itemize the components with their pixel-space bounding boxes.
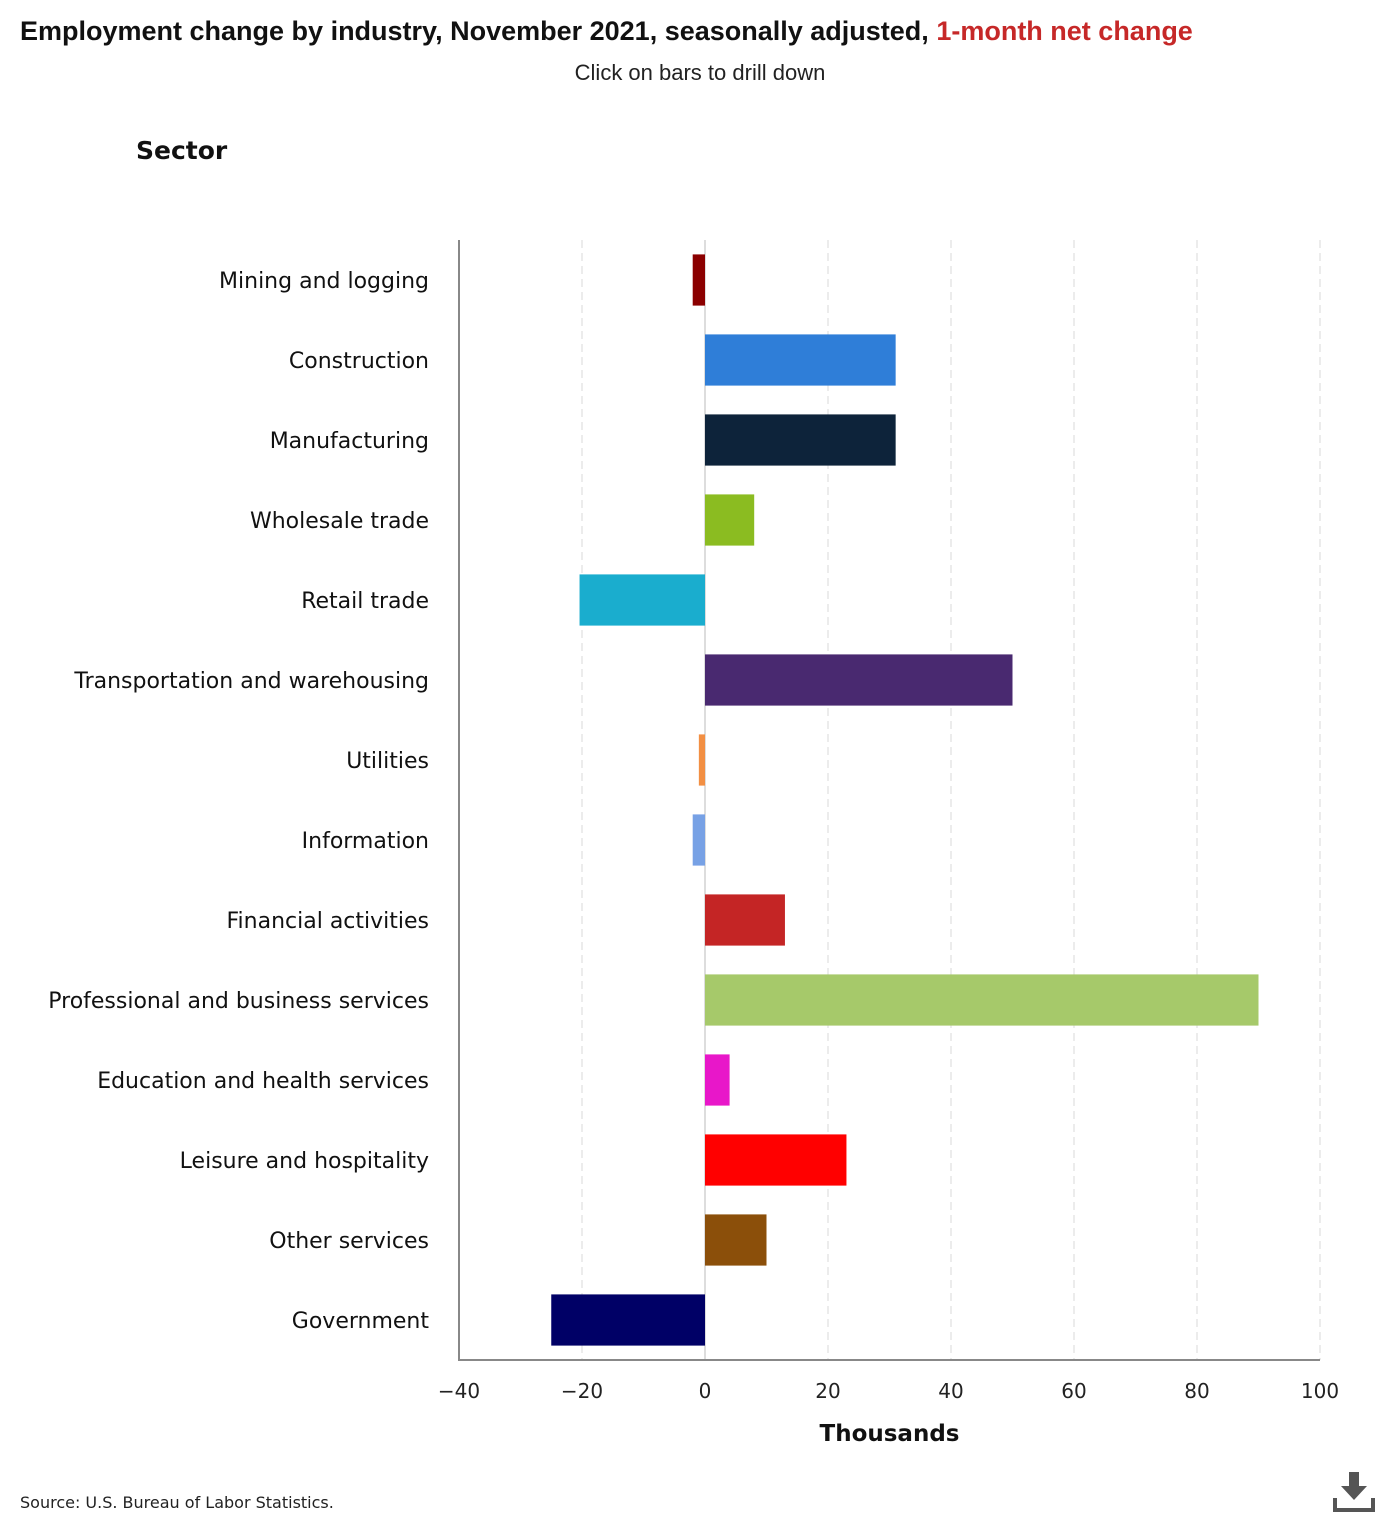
category-label: Professional and business services (48, 989, 429, 1014)
x-tick-label: 40 (938, 1379, 963, 1403)
x-axis-title: Thousands (820, 1421, 960, 1447)
x-tick-label: 80 (1184, 1379, 1209, 1403)
bar-construction[interactable] (705, 334, 896, 386)
category-label: Construction (289, 349, 429, 374)
x-tick-label: 20 (815, 1379, 840, 1403)
x-tick-label: −20 (561, 1379, 603, 1403)
bar-other-services[interactable] (705, 1214, 767, 1266)
chart-title-highlight: 1-month net change (936, 16, 1193, 46)
bar-mining-and-logging[interactable] (692, 254, 705, 306)
category-label: Financial activities (226, 909, 429, 934)
category-label: Transportation and warehousing (73, 669, 429, 694)
x-tick-label: 60 (1061, 1379, 1086, 1403)
category-label: Retail trade (301, 589, 429, 614)
category-label: Wholesale trade (250, 509, 429, 534)
bar-professional-and-business-services[interactable] (705, 974, 1259, 1026)
x-tick-label: −40 (438, 1379, 480, 1403)
source-note: Source: U.S. Bureau of Labor Statistics. (20, 1493, 334, 1512)
category-label: Information (302, 829, 429, 854)
bar-education-and-health-services[interactable] (705, 1054, 730, 1106)
bar-government[interactable] (551, 1294, 705, 1346)
x-tick-label: 100 (1301, 1379, 1339, 1403)
chart-title: Employment change by industry, November … (20, 16, 1193, 47)
category-label: Other services (269, 1229, 429, 1254)
category-label: Manufacturing (270, 429, 429, 454)
category-label: Mining and logging (219, 269, 429, 294)
y-axis-heading: Sector (136, 136, 228, 165)
chart-subtitle: Click on bars to drill down (574, 60, 826, 85)
category-label: Leisure and hospitality (180, 1149, 429, 1174)
bar-retail-trade[interactable] (579, 574, 705, 626)
category-label: Government (292, 1309, 430, 1334)
download-icon[interactable] (1332, 1470, 1376, 1514)
bar-transportation-and-warehousing[interactable] (705, 654, 1013, 706)
bar-manufacturing[interactable] (705, 414, 896, 466)
category-label: Education and health services (97, 1069, 429, 1094)
x-tick-label: 0 (699, 1379, 712, 1403)
bar-utilities[interactable] (698, 734, 705, 786)
bar-financial-activities[interactable] (705, 894, 785, 946)
bar-information[interactable] (692, 814, 705, 866)
bar-wholesale-trade[interactable] (705, 494, 755, 546)
bar-leisure-and-hospitality[interactable] (705, 1134, 847, 1186)
category-label: Utilities (346, 749, 429, 774)
chart-title-main: Employment change by industry, November … (20, 16, 937, 46)
